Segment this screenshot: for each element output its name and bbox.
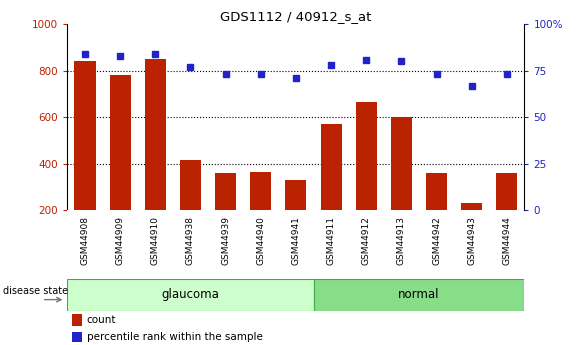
Text: count: count [87, 315, 116, 325]
Bar [461, 204, 482, 210]
Bar [321, 124, 342, 210]
Text: GSM44938: GSM44938 [186, 216, 195, 265]
Text: GSM44944: GSM44944 [502, 216, 512, 265]
Text: GSM44941: GSM44941 [291, 216, 301, 265]
Bar [356, 102, 377, 210]
Text: GSM44909: GSM44909 [115, 216, 125, 265]
Text: normal: normal [398, 288, 440, 302]
Text: glaucoma: glaucoma [162, 288, 219, 302]
Text: GSM44913: GSM44913 [397, 216, 406, 265]
Bar [215, 173, 236, 210]
Bar [72, 314, 82, 326]
Bar [496, 173, 517, 210]
Bar [250, 172, 271, 210]
Bar [110, 75, 131, 210]
Text: disease state: disease state [4, 286, 69, 296]
Bar [74, 61, 96, 210]
Bar [285, 180, 306, 210]
Text: GSM44943: GSM44943 [467, 216, 476, 265]
Bar [67, 279, 314, 311]
Text: GSM44939: GSM44939 [221, 216, 230, 265]
Bar [391, 117, 412, 210]
Text: GSM44911: GSM44911 [326, 216, 336, 265]
Text: GSM44912: GSM44912 [362, 216, 371, 265]
Bar [426, 173, 447, 210]
Text: GSM44908: GSM44908 [80, 216, 90, 265]
Text: GSM44940: GSM44940 [256, 216, 265, 265]
Text: GSM44910: GSM44910 [151, 216, 160, 265]
Title: GDS1112 / 40912_s_at: GDS1112 / 40912_s_at [220, 10, 372, 23]
Text: percentile rank within the sample: percentile rank within the sample [87, 332, 263, 342]
Bar [72, 332, 82, 342]
Bar [180, 160, 201, 210]
Text: GSM44942: GSM44942 [432, 216, 441, 265]
Bar [314, 279, 524, 311]
Bar [145, 59, 166, 210]
